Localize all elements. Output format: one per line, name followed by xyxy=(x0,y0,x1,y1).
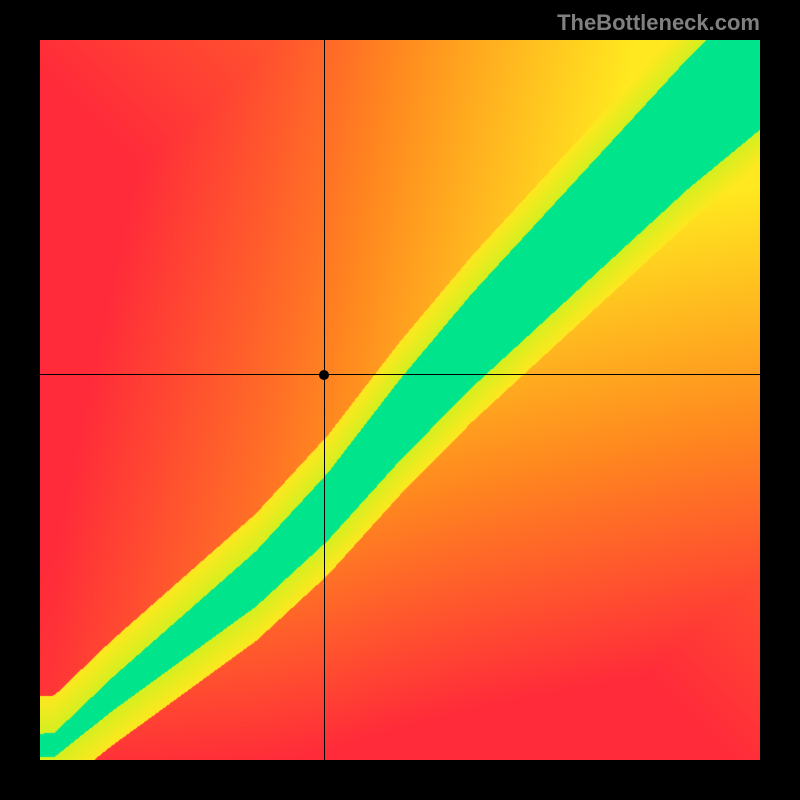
heatmap-canvas xyxy=(40,40,760,760)
crosshair-marker xyxy=(319,370,329,380)
crosshair-horizontal xyxy=(40,374,760,375)
watermark-text: TheBottleneck.com xyxy=(557,10,760,36)
crosshair-vertical xyxy=(324,40,325,760)
plot-area xyxy=(40,40,760,760)
